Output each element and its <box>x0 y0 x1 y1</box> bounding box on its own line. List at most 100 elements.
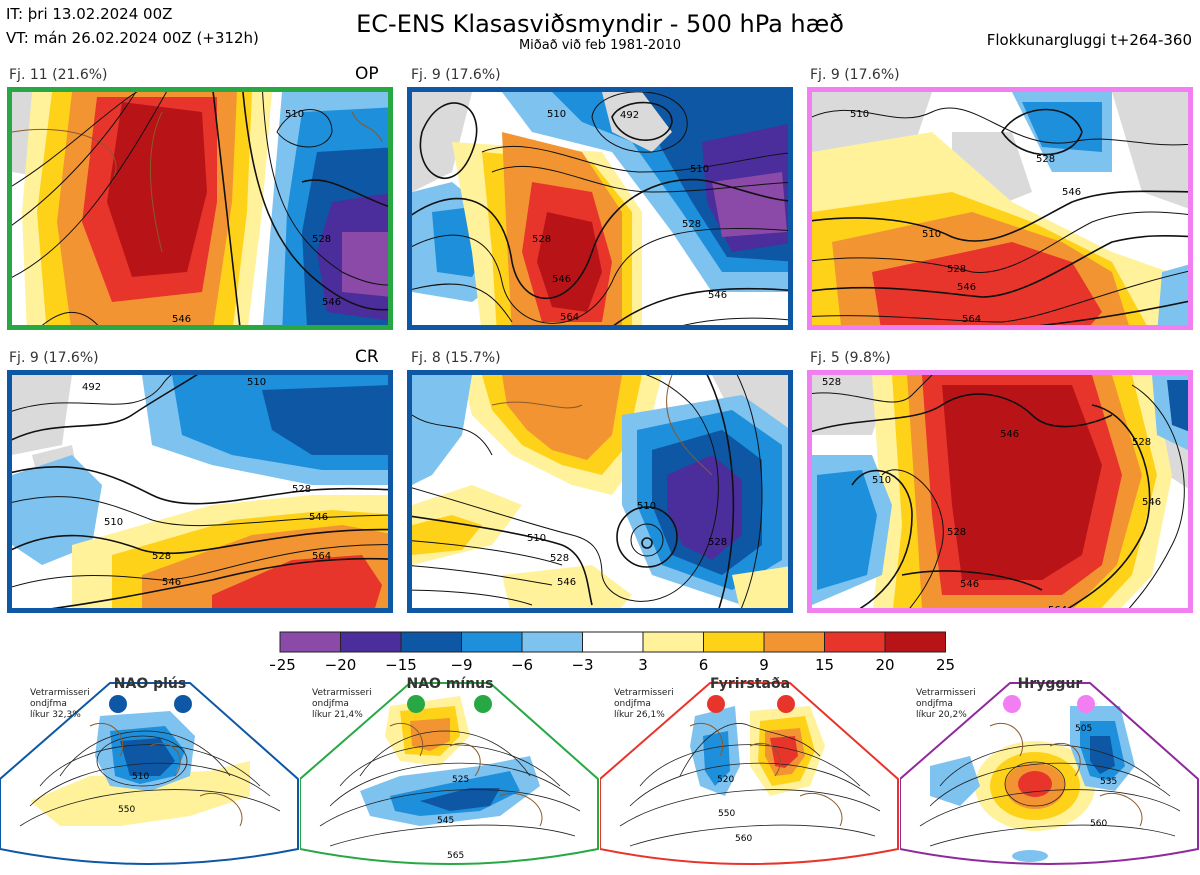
regime-dot <box>109 695 127 713</box>
regime-likelihood: líkur 26,1% <box>614 710 665 720</box>
contour-label: 510 <box>850 109 869 120</box>
colorbar-tick-label: 9 <box>759 656 769 674</box>
contour-label: 505 <box>1075 724 1092 734</box>
regime-title: NAO mínus <box>406 676 494 692</box>
contour-label: 550 <box>718 809 735 819</box>
cluster-panel-2: 492 510 510 528 528 546 546 564 564 <box>407 87 793 330</box>
contour-label: 528 <box>312 234 331 245</box>
regime-season: Vetrarmisseri <box>614 688 674 698</box>
contour-label: 546 <box>557 577 576 588</box>
regime-nao-plus: 510 550 NAO plús Vetrarmisseri ondjfma l… <box>0 676 300 871</box>
contour-label: 492 <box>620 110 639 121</box>
colorbar-swatch <box>763 631 825 653</box>
cluster-panel-6: 528 546 510 528 528 546 546 564 <box>807 370 1193 613</box>
contour-label: 510 <box>690 164 709 175</box>
contour-label: 546 <box>322 297 341 308</box>
regime-nao-minus: 525 545 565 NAO mínus Vetrarmisseri ondj… <box>299 676 600 871</box>
regime-blocking: 520 550 560 Fyrirstaða Vetrarmisseri ond… <box>599 676 900 871</box>
colorbar-tick-label: 25 <box>936 656 955 674</box>
page-subtitle: Miðað við feb 1981-2010 <box>518 38 682 53</box>
issue-time: IT: þri 13.02.2024 00Z <box>6 5 173 23</box>
regime-title: Fyrirstaða <box>709 676 791 692</box>
panel-label-6: Fj. 5 (9.8%) <box>810 350 891 366</box>
colorbar-swatch <box>582 631 644 653</box>
contour-label: 510 <box>637 501 656 512</box>
contour-label: 546 <box>957 282 976 293</box>
regime-likelihood: líkur 20,2% <box>916 710 967 720</box>
contour-label: 528 <box>532 234 551 245</box>
contour-label: 528 <box>822 377 841 388</box>
contour-label: 510 <box>104 517 123 528</box>
contour-label: 564 <box>560 312 579 323</box>
contour-label: 546 <box>960 579 979 590</box>
regime-season: Vetrarmisseri <box>30 688 90 698</box>
colorbar-tick-label: −25 <box>270 656 296 674</box>
page-title: EC-ENS Klasasviðsmyndir - 500 hPa hæð <box>356 10 844 38</box>
contour-label: 564 <box>704 607 723 613</box>
contour-label: 564 <box>1048 605 1067 613</box>
colorbar-tick-label: −9 <box>450 656 472 674</box>
regime-season: Vetrarmisseri <box>312 688 372 698</box>
colorbar-tick-label: 3 <box>638 656 648 674</box>
colorbar-swatch <box>461 631 523 653</box>
regime-dot <box>407 695 425 713</box>
colorbar-swatch <box>521 631 583 653</box>
contour-label: 546 <box>708 290 727 301</box>
contour-label: 525 <box>452 775 469 785</box>
regime-dot <box>777 695 795 713</box>
contour-label: 510 <box>247 377 266 388</box>
colorbar-tick-label: −6 <box>511 656 533 674</box>
contour-label: 565 <box>447 851 464 861</box>
panel-tag-1: OP <box>355 64 379 84</box>
regime-months: ondjfma <box>916 699 953 709</box>
cluster-panel-4: 492 510 510 528 528 546 546 564 564 <box>7 370 393 613</box>
contour-label: 528 <box>682 219 701 230</box>
contour-label: 510 <box>922 229 941 240</box>
regime-likelihood: líkur 32,3% <box>30 710 81 720</box>
contour-label: 546 <box>172 314 191 325</box>
regime-months: ondjfma <box>30 699 67 709</box>
panel-label-2: Fj. 9 (17.6%) <box>411 67 501 83</box>
colorbar-swatch <box>884 631 946 653</box>
contour-label: 510 <box>132 772 149 782</box>
contour-label: 528 <box>1132 437 1151 448</box>
contour-label: 546 <box>162 577 181 588</box>
panel-label-4: Fj. 9 (17.6%) <box>9 350 99 366</box>
regime-months: ondjfma <box>312 699 349 709</box>
regime-dot <box>1077 695 1095 713</box>
contour-label: 535 <box>1100 777 1117 787</box>
colorbar-tick-label: −15 <box>385 656 417 674</box>
contour-label: 546 <box>1000 429 1019 440</box>
contour-label: 564 <box>758 327 777 330</box>
contour-label: 520 <box>717 775 734 785</box>
regime-dot <box>474 695 492 713</box>
colorbar-tick-label: 6 <box>699 656 709 674</box>
contour-label: 510 <box>527 533 546 544</box>
contour-label: 550 <box>118 805 135 815</box>
contour-label: 528 <box>292 484 311 495</box>
colorbar: −25 −20 −15 −9 −6 −3 3 6 9 15 20 25 <box>270 631 955 674</box>
contour-label: 560 <box>735 834 752 844</box>
regime-title: Hryggur <box>1017 676 1083 692</box>
cluster-panel-5: 510 510 528 528 546 564 <box>407 370 793 613</box>
contour-label: 528 <box>1036 154 1055 165</box>
colorbar-tick-label: −3 <box>571 656 593 674</box>
contour-label: 510 <box>547 109 566 120</box>
regime-season: Vetrarmisseri <box>916 688 976 698</box>
regime-dot <box>1003 695 1021 713</box>
colorbar-swatch <box>340 631 402 653</box>
colorbar-tick-label: 20 <box>875 656 894 674</box>
classification-window: Flokkunargluggi t+264-360 <box>986 31 1192 49</box>
panel-label-3: Fj. 9 (17.6%) <box>810 67 900 83</box>
regime-ridge: 505 535 560 Hryggur Vetrarmisseri ondjfm… <box>899 676 1200 871</box>
colorbar-tick-label: −20 <box>325 656 357 674</box>
contour-label: 510 <box>285 109 304 120</box>
contour-label: 510 <box>872 475 891 486</box>
cluster-panel-3: 510 528 546 510 528 546 564 <box>807 87 1193 330</box>
contour-label: 546 <box>309 512 328 523</box>
panel-label-1: Fj. 11 (21.6%) <box>9 67 108 83</box>
contour-label: 528 <box>550 553 569 564</box>
contour-label: 546 <box>1142 497 1161 508</box>
regime-title: NAO plús <box>113 676 187 692</box>
contour-label: 492 <box>82 382 101 393</box>
